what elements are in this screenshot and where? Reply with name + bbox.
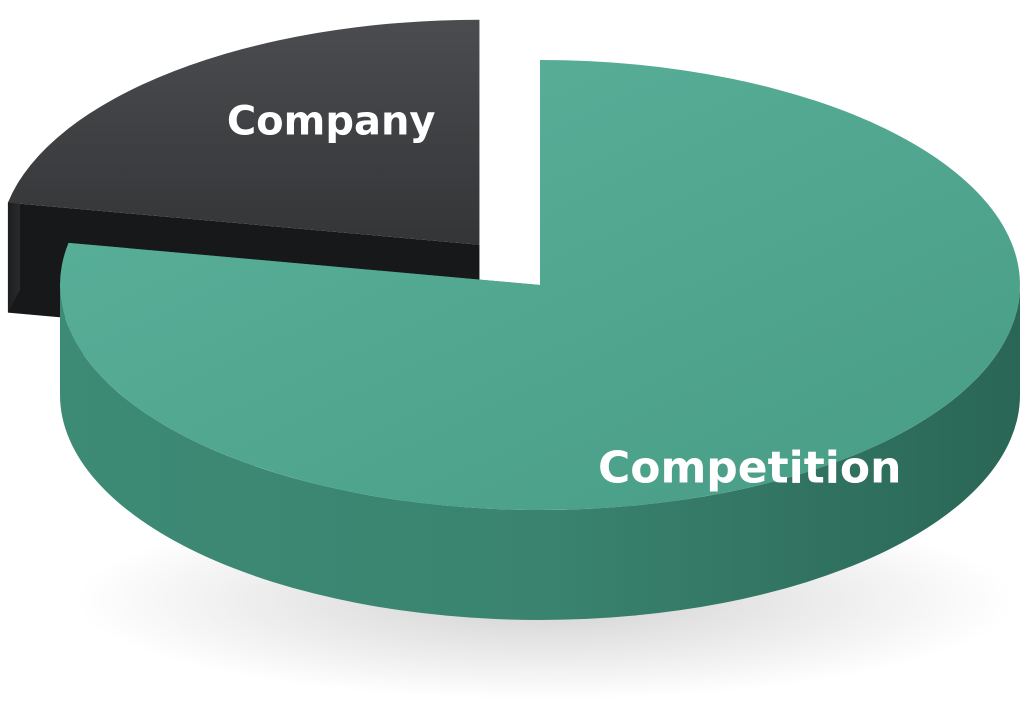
slice-label-competition: Competition xyxy=(598,442,902,493)
slice-company-top xyxy=(7,19,480,245)
slice-company-side xyxy=(7,179,20,313)
slice-competition xyxy=(60,60,1021,620)
slice-competition-top xyxy=(60,60,1021,510)
slice-competition-side xyxy=(60,285,1020,620)
slice-label-company: Company xyxy=(227,98,436,144)
